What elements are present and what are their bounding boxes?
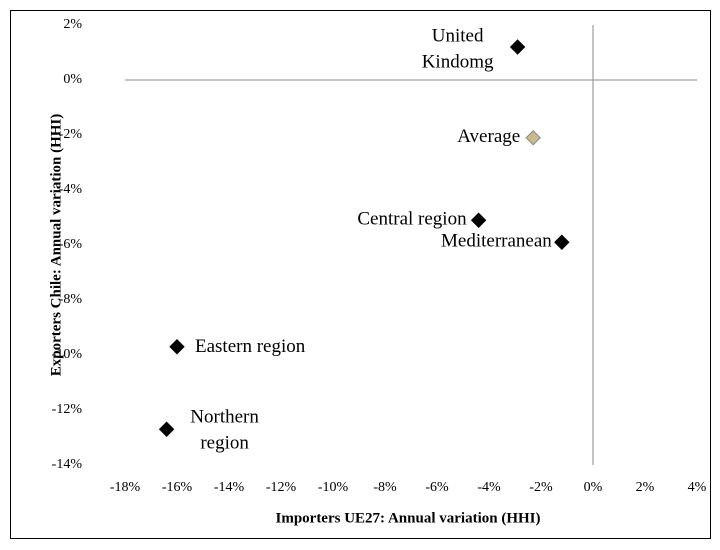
- x-tick-label: 2%: [636, 480, 655, 495]
- y-tick-label: -2%: [59, 127, 83, 142]
- point-label: Kindomg: [422, 51, 494, 72]
- x-tick-label: -6%: [425, 480, 449, 495]
- data-point: [554, 234, 570, 250]
- y-tick-label: -4%: [59, 182, 83, 197]
- x-axis-title: Importers UE27: Annual variation (HHI): [275, 510, 540, 526]
- y-tick-label: -14%: [52, 457, 83, 472]
- data-point: [470, 212, 487, 228]
- point-label: Average: [457, 126, 520, 147]
- x-tick-label: -10%: [318, 480, 349, 495]
- x-tick-label: -2%: [529, 480, 553, 495]
- y-axis-title: Exporters Chile: Annual variation (HHI): [48, 114, 64, 377]
- x-tick-label: -12%: [266, 480, 297, 495]
- data-point: [158, 421, 175, 437]
- data-point: [509, 39, 526, 55]
- point-label: Central region: [357, 209, 467, 230]
- x-tick-label: -4%: [477, 480, 501, 495]
- y-tick-label: 0%: [63, 72, 82, 87]
- point-label: Eastern region: [195, 336, 306, 357]
- y-tick-label: -6%: [59, 237, 83, 252]
- point-label: Northern: [190, 407, 259, 428]
- x-tick-label: 0%: [584, 480, 603, 495]
- y-tick-label: -12%: [52, 402, 83, 417]
- y-tick-label: 2%: [63, 17, 82, 32]
- x-tick-label: -16%: [162, 480, 193, 495]
- y-tick-label: -8%: [59, 292, 83, 307]
- data-point: [169, 339, 185, 355]
- data-point: [525, 130, 541, 146]
- y-tick-label: -10%: [52, 347, 83, 362]
- x-tick-label: -18%: [110, 480, 141, 495]
- chart-frame: [10, 10, 711, 539]
- point-label: region: [200, 433, 249, 454]
- point-label: Mediterranean: [441, 231, 552, 252]
- x-tick-label: -14%: [214, 480, 245, 495]
- x-tick-label: 4%: [688, 480, 707, 495]
- x-tick-label: -8%: [373, 480, 397, 495]
- point-label: United: [432, 25, 484, 46]
